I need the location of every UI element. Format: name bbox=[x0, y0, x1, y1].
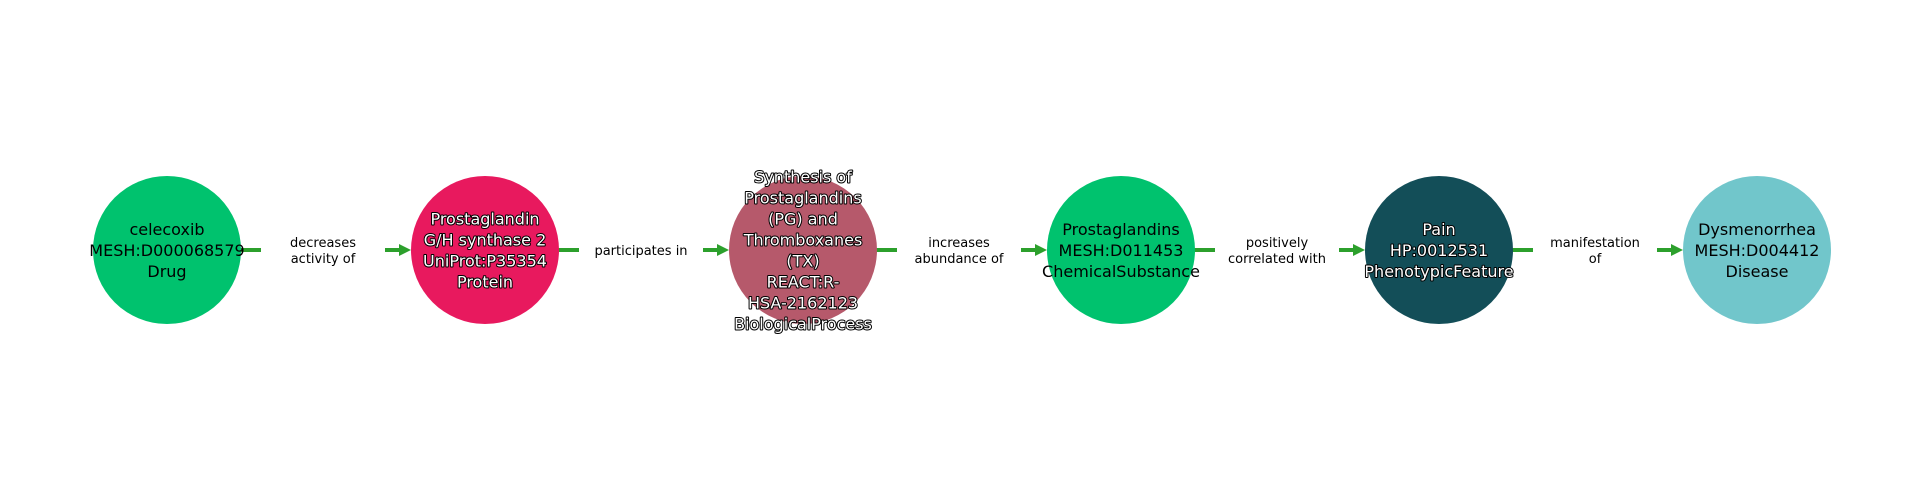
edge-label-line: increases bbox=[928, 236, 990, 251]
edge-label-line: correlated with bbox=[1228, 252, 1326, 267]
arrowhead-icon bbox=[717, 244, 729, 256]
edge-3: increases abundance of bbox=[871, 231, 1047, 269]
arrowhead-icon bbox=[399, 244, 411, 256]
edge-1: decreases activity of bbox=[235, 231, 411, 269]
node-prostaglandins: Prostaglandins MESH:D011453 ChemicalSubsta… bbox=[1042, 176, 1200, 324]
edge-label: positively correlated with bbox=[1228, 236, 1326, 267]
node-label: Prostaglandin G/H synthase 2 UniProt:P3535… bbox=[423, 210, 547, 292]
node-label-line: Drug bbox=[147, 262, 186, 281]
node-label-line: Protein bbox=[457, 273, 513, 292]
arrowhead-icon bbox=[1671, 244, 1683, 256]
node-label: Dysmenorrhea MESH:D004412 Disease bbox=[1695, 220, 1820, 281]
node-label-line: celecoxib bbox=[129, 220, 204, 239]
edge-label-background bbox=[579, 239, 703, 261]
node-label-line: BiologicalProcess bbox=[734, 315, 872, 334]
edge-label: manifestation of bbox=[1550, 236, 1640, 267]
node-label-line: (PG) and bbox=[768, 210, 838, 229]
edge-label-background bbox=[897, 231, 1021, 269]
node-label-line: MESH:D004412 bbox=[1695, 241, 1820, 260]
edge-label-line: positively bbox=[1246, 236, 1309, 251]
edge-label-line: participates in bbox=[594, 244, 687, 259]
node-label-line: MESH:D011453 bbox=[1059, 241, 1184, 260]
node-circle bbox=[411, 176, 559, 324]
node-label-line: Prostaglandins bbox=[744, 189, 861, 208]
edge-label-line: of bbox=[1589, 252, 1602, 267]
node-circle bbox=[1683, 176, 1831, 324]
nodes-layer: celecoxib MESH:D000068579 Drug Prostaglandi… bbox=[89, 167, 1831, 335]
node-pain: Pain HP:0012531 PhenotypicFeature bbox=[1363, 176, 1515, 324]
node-label-line: ChemicalSubstance bbox=[1042, 262, 1200, 281]
node-label-line: Disease bbox=[1726, 262, 1789, 281]
edge-2: participates in bbox=[553, 239, 729, 261]
node-label-line: HSA-2162123 bbox=[748, 294, 858, 313]
node-label-line: G/H synthase 2 bbox=[424, 231, 547, 250]
edge-label-background bbox=[1533, 231, 1657, 269]
node-label: Pain HP:0012531 PhenotypicFeature bbox=[1364, 220, 1513, 281]
edge-label-background bbox=[1215, 231, 1339, 269]
node-label-line: (TX) bbox=[786, 252, 819, 271]
edge-label: increases abundance of bbox=[915, 236, 1004, 267]
arrowhead-icon bbox=[1353, 244, 1365, 256]
node-label-line: Dysmenorrhea bbox=[1698, 220, 1816, 239]
edge-label: decreases activity of bbox=[290, 236, 356, 267]
node-label-line: UniProt:P35354 bbox=[423, 252, 547, 271]
node-label: Synthesis of Prostaglandins (PG) and Thromb… bbox=[734, 168, 872, 334]
edge-label: participates in bbox=[594, 244, 687, 259]
node-label-line: Synthesis of bbox=[754, 168, 852, 187]
node-prostaglandin-synthase: Prostaglandin G/H synthase 2 UniProt:P3535… bbox=[411, 176, 559, 324]
edge-5: manifestation of bbox=[1507, 231, 1683, 269]
node-label-line: MESH:D000068579 bbox=[89, 241, 244, 260]
node-label-line: Prostaglandins bbox=[1062, 220, 1179, 239]
node-synthesis-of-prostaglandins: Synthesis of Prostaglandins (PG) and Thromb… bbox=[729, 167, 877, 335]
edge-label-line: manifestation bbox=[1550, 236, 1640, 251]
edge-label-line: decreases bbox=[290, 236, 356, 251]
edge-label-background bbox=[261, 231, 385, 269]
node-celecoxib: celecoxib MESH:D000068579 Drug bbox=[89, 176, 245, 324]
node-label-line: Pain bbox=[1422, 220, 1455, 239]
node-circle bbox=[729, 176, 877, 324]
node-label-line: Thromboxanes bbox=[743, 231, 863, 250]
edge-label-line: activity of bbox=[291, 252, 356, 267]
node-label-line: PhenotypicFeature bbox=[1364, 262, 1513, 281]
node-circle bbox=[93, 176, 241, 324]
edges-layer: decreases activity of participates in incre… bbox=[235, 231, 1683, 269]
node-label-line: REACT:R- bbox=[767, 273, 840, 292]
node-label-line: HP:0012531 bbox=[1390, 241, 1488, 260]
node-circle bbox=[1047, 176, 1195, 324]
edge-label-line: abundance of bbox=[915, 252, 1004, 267]
arrowhead-icon bbox=[1035, 244, 1047, 256]
node-label: celecoxib MESH:D000068579 Drug bbox=[89, 220, 244, 281]
edge-4: positively correlated with bbox=[1189, 231, 1365, 269]
node-label: Prostaglandins MESH:D011453 ChemicalSubsta… bbox=[1042, 220, 1200, 281]
node-dysmenorrhea: Dysmenorrhea MESH:D004412 Disease bbox=[1683, 176, 1831, 324]
node-label-line: Prostaglandin bbox=[430, 210, 539, 229]
node-circle bbox=[1365, 176, 1513, 324]
